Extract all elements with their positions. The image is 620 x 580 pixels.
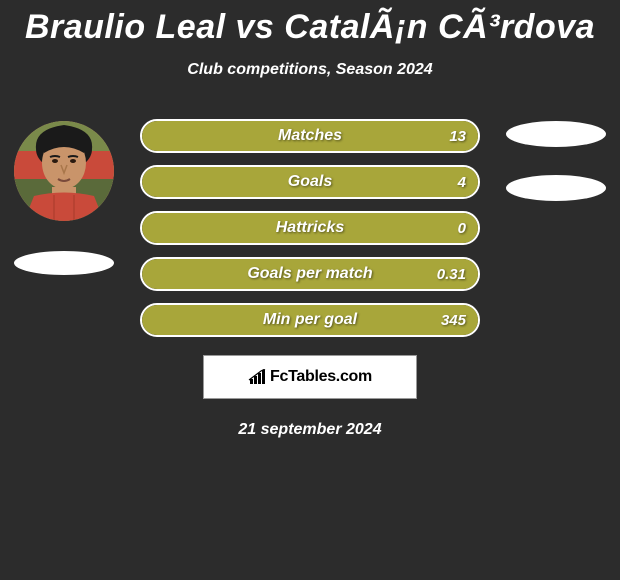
bar-label: Min per goal xyxy=(142,305,478,335)
avatar-icon xyxy=(14,121,114,221)
bar-label: Matches xyxy=(142,121,478,151)
stat-bar-goals: Goals 4 xyxy=(140,165,480,199)
logo: FcTables.com xyxy=(248,368,372,386)
player-left-name-badge xyxy=(14,251,114,275)
bar-label: Goals per match xyxy=(142,259,478,289)
stat-bar-hattricks: Hattricks 0 xyxy=(140,211,480,245)
bar-value: 0.31 xyxy=(437,259,466,289)
chart-icon xyxy=(248,369,268,385)
player-left-avatar xyxy=(14,121,114,221)
stat-bar-min-per-goal: Min per goal 345 xyxy=(140,303,480,337)
player-right-name-badge-1 xyxy=(506,121,606,147)
date-label: 21 september 2024 xyxy=(0,421,620,439)
bar-label: Hattricks xyxy=(142,213,478,243)
stat-bar-matches: Matches 13 xyxy=(140,119,480,153)
bar-value: 4 xyxy=(458,167,466,197)
stat-bar-goals-per-match: Goals per match 0.31 xyxy=(140,257,480,291)
player-right-name-badge-2 xyxy=(506,175,606,201)
comparison-content: Matches 13 Goals 4 Hattricks 0 Goals per… xyxy=(0,119,620,439)
bar-value: 0 xyxy=(458,213,466,243)
subtitle: Club competitions, Season 2024 xyxy=(0,61,620,79)
bar-value: 345 xyxy=(441,305,466,335)
player-left xyxy=(8,121,120,275)
bar-value: 13 xyxy=(449,121,466,151)
stats-bars: Matches 13 Goals 4 Hattricks 0 Goals per… xyxy=(140,119,480,337)
page-title: Braulio Leal vs CatalÃ¡n CÃ³rdova xyxy=(0,0,620,47)
logo-box: FcTables.com xyxy=(203,355,417,399)
bar-label: Goals xyxy=(142,167,478,197)
logo-text: FcTables.com xyxy=(270,368,372,386)
